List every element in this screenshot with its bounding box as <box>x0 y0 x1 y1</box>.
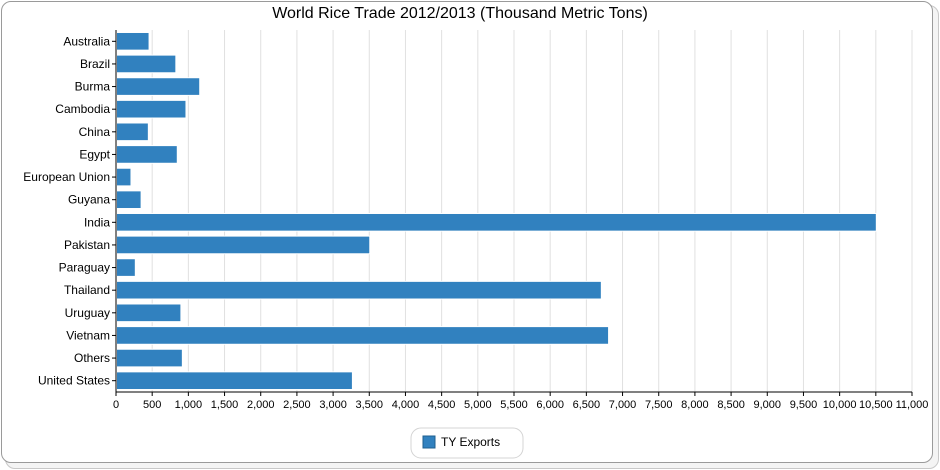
x-tick-label: 2,500 <box>283 399 311 411</box>
x-tick-label: 0 <box>113 399 119 411</box>
x-tick-label: 10,000 <box>823 399 857 411</box>
bar-pakistan[interactable] <box>116 235 371 255</box>
x-tick-label: 1,000 <box>175 399 203 411</box>
x-tick-label: 10,500 <box>859 399 893 411</box>
category-label: Others <box>74 351 110 365</box>
axis-layer <box>112 30 913 396</box>
x-tick-label: 5,000 <box>464 399 492 411</box>
x-tick-label: 4,000 <box>392 399 420 411</box>
category-label: Cambodia <box>55 102 110 116</box>
legend-box <box>410 427 524 459</box>
x-tick-label: 7,500 <box>645 399 673 411</box>
category-label: Thailand <box>64 283 110 297</box>
bar-australia[interactable] <box>116 31 150 51</box>
x-tick-label: 4,500 <box>428 399 456 411</box>
category-label: Egypt <box>79 147 110 161</box>
bar-burma[interactable] <box>116 77 201 96</box>
category-label: Uruguay <box>65 306 110 320</box>
legend-swatch <box>422 435 436 449</box>
bar-china[interactable] <box>116 122 149 142</box>
x-tick-label: 7,000 <box>609 399 637 411</box>
bar-uruguay[interactable] <box>116 303 182 323</box>
bar-others[interactable] <box>116 348 183 368</box>
bar-egypt[interactable] <box>116 145 178 164</box>
category-label: Paraguay <box>59 261 110 275</box>
x-tick-label: 9,500 <box>790 399 818 411</box>
x-tick-label: 6,000 <box>536 399 564 411</box>
bar-guyana[interactable] <box>116 190 142 210</box>
bar-thailand[interactable] <box>116 280 602 300</box>
x-tick-label: 11,000 <box>896 399 929 411</box>
category-label: China <box>79 125 111 139</box>
bar-brazil[interactable] <box>116 54 177 74</box>
bar-india[interactable] <box>116 212 877 232</box>
category-label: India <box>84 215 110 229</box>
category-label: Burma <box>75 80 111 94</box>
bar-vietnam[interactable] <box>116 326 610 345</box>
bar-paraguay[interactable] <box>116 258 136 277</box>
bar-european-union[interactable] <box>116 167 132 187</box>
bar-cambodia[interactable] <box>116 99 187 119</box>
x-tick-label: 6,500 <box>573 399 601 411</box>
x-tick-label: 5,500 <box>500 399 528 411</box>
x-tick-label: 9,000 <box>754 399 782 411</box>
category-label: Vietnam <box>66 328 110 342</box>
category-label: Australia <box>63 34 110 48</box>
category-label: Pakistan <box>64 238 110 252</box>
legend-label: TY Exports <box>441 435 500 449</box>
category-label-layer: Australia Brazil Burma Cambodia China Egypt Eu… <box>23 34 110 387</box>
x-tick-label: 3,000 <box>319 399 347 411</box>
x-tick-label: 3,500 <box>356 399 384 411</box>
x-tick-label: 8,500 <box>717 399 745 411</box>
bar-united-states[interactable] <box>116 371 353 391</box>
category-label: Guyana <box>68 193 110 207</box>
x-tick-label: 8,000 <box>681 399 709 411</box>
legend[interactable]: TY Exports <box>410 427 524 459</box>
category-label: United States <box>38 374 110 388</box>
x-tick-label: 1,500 <box>211 399 239 411</box>
category-label: Brazil <box>80 57 110 71</box>
x-tick-label: 500 <box>143 399 161 411</box>
tick-label-layer: 0 500 1,000 1,500 2,000 2,500 3,000 3,500 4,000 4… <box>113 399 928 411</box>
category-label: European Union <box>23 170 110 184</box>
bar-layer <box>116 31 877 391</box>
chart-title: World Rice Trade 2012/2013 (Thousand Met… <box>272 5 648 22</box>
x-tick-label: 2,000 <box>247 399 275 411</box>
